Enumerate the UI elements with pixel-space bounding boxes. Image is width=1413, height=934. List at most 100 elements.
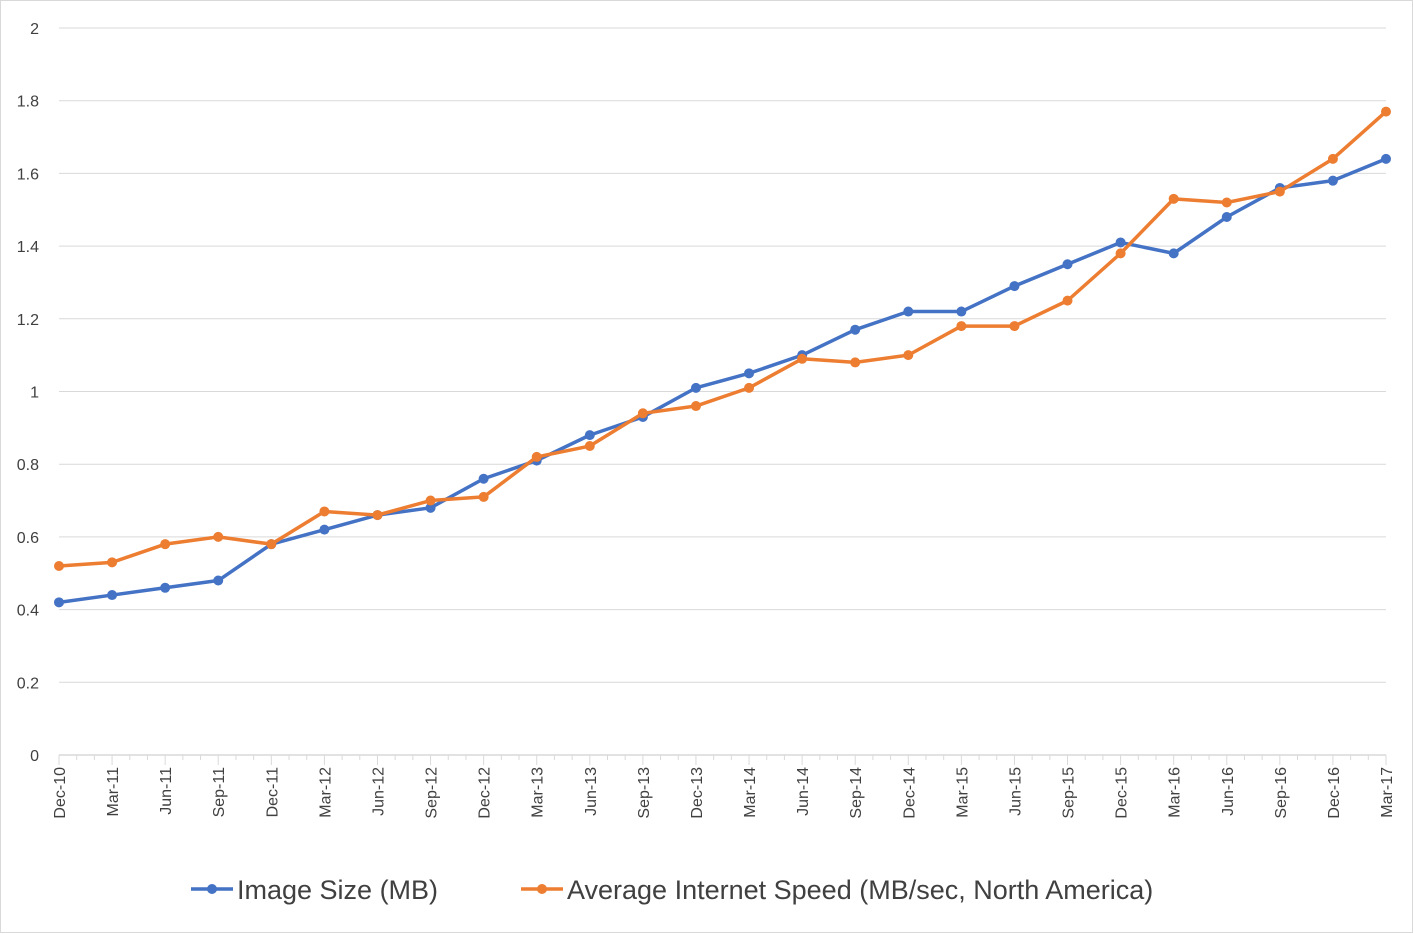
data-point: [319, 524, 330, 535]
y-tick-label: 0.8: [17, 457, 39, 474]
y-tick-label: 1.4: [17, 239, 39, 256]
data-point: [266, 539, 277, 550]
data-point: [850, 357, 861, 368]
x-tick-label: Mar-11: [105, 767, 122, 817]
series-2: [54, 106, 1391, 571]
data-point: [1274, 186, 1285, 197]
legend-swatch-marker: [537, 884, 547, 894]
gridlines: [59, 27, 1386, 683]
y-tick-label: 0.2: [17, 675, 39, 692]
x-axis-tick-labels: Dec-10 Mar-11 Jun-11 Sep-11 Dec-11 Mar-12 Jun-…: [52, 767, 1396, 819]
data-point: [1327, 175, 1338, 186]
y-tick-label: 1.6: [17, 166, 39, 183]
legend-label: Average Internet Speed (MB/sec, North Am…: [567, 875, 1153, 905]
x-axis: [58, 754, 1387, 765]
x-tick-label: Dec-15: [1114, 767, 1131, 819]
data-point: [1168, 248, 1179, 259]
data-point: [956, 321, 967, 332]
data-point: [1009, 281, 1020, 292]
x-tick-label: Jun-15: [1007, 767, 1024, 816]
data-point: [584, 441, 595, 452]
data-point: [1221, 212, 1232, 223]
y-tick-label: 0: [30, 748, 39, 765]
series-line: [57, 109, 1388, 568]
x-tick-label: Sep-13: [636, 767, 653, 819]
x-tick-label: Dec-13: [689, 767, 706, 819]
x-tick-label: Sep-16: [1273, 767, 1290, 819]
y-tick-label: 0.4: [17, 603, 39, 620]
y-tick-label: 1.8: [17, 94, 39, 111]
data-point: [54, 560, 64, 571]
x-tick-label: Mar-17: [1379, 767, 1396, 818]
x-tick-label: Dec-10: [52, 767, 69, 819]
data-point: [956, 306, 967, 317]
x-tick-label: Dec-14: [901, 767, 918, 819]
legend-item: Image Size (MB): [191, 875, 438, 905]
data-point: [1115, 248, 1126, 259]
data-point: [690, 382, 701, 393]
x-tick-label: Sep-14: [848, 767, 865, 819]
data-point: [1115, 237, 1126, 248]
series-1: [54, 153, 1391, 608]
x-tick-label: Mar-16: [1167, 767, 1184, 818]
x-tick-label: Mar-13: [530, 767, 547, 818]
data-point: [478, 491, 489, 502]
data-point: [531, 451, 542, 462]
data-point: [1168, 193, 1179, 204]
data-point: [584, 430, 595, 441]
legend-label: Image Size (MB): [237, 875, 438, 905]
x-tick-label: Mar-15: [954, 767, 971, 818]
x-tick-label: Mar-14: [742, 767, 759, 818]
legend-swatch-marker: [207, 884, 217, 894]
legend: Image Size (MB) Average Internet Speed (M…: [191, 875, 1153, 905]
data-point: [1381, 153, 1391, 164]
data-point: [107, 590, 118, 601]
x-tick-label: Jun-14: [795, 767, 812, 816]
data-point: [160, 539, 171, 550]
data-point: [903, 350, 914, 361]
data-point: [690, 401, 701, 412]
data-point: [107, 557, 118, 568]
data-point: [744, 368, 755, 379]
data-point: [54, 597, 64, 608]
data-point: [850, 324, 861, 335]
x-tick-label: Jun-16: [1220, 767, 1237, 816]
legend-item: Average Internet Speed (MB/sec, North Am…: [521, 875, 1153, 905]
x-tick-label: Sep-11: [211, 767, 228, 818]
x-tick-label: Dec-11: [264, 767, 281, 817]
y-axis-tick-labels: 0 0.2 0.4 0.6 0.8 1 1.2 1.4 1.6 1.8 2: [17, 21, 39, 765]
x-tick-label: Jun-12: [370, 767, 387, 816]
x-tick-label: Sep-12: [424, 767, 441, 819]
data-point: [478, 473, 489, 484]
data-point: [1381, 106, 1391, 117]
x-tick-label: Dec-12: [477, 767, 494, 819]
x-tick-label: Dec-16: [1326, 767, 1343, 819]
data-point: [1062, 295, 1073, 306]
data-point: [744, 382, 755, 393]
x-tick-label: Jun-13: [583, 767, 600, 816]
y-tick-label: 1: [30, 385, 39, 402]
data-point: [160, 582, 171, 593]
x-tick-label: Jun-11: [158, 767, 175, 815]
data-point: [213, 575, 224, 586]
series-line: [57, 157, 1388, 605]
data-point: [425, 502, 436, 513]
data-point: [425, 495, 436, 506]
x-tick-label: Sep-15: [1061, 767, 1078, 819]
y-tick-label: 0.6: [17, 530, 39, 547]
x-tick-label: Mar-12: [317, 767, 334, 818]
data-point: [903, 306, 914, 317]
data-point: [213, 531, 224, 542]
data-point: [637, 408, 648, 419]
data-point: [1221, 197, 1232, 208]
data-point: [1009, 321, 1020, 332]
data-point: [372, 510, 383, 521]
y-tick-label: 2: [30, 21, 39, 38]
data-point: [1062, 259, 1073, 270]
series-lines: [54, 106, 1391, 608]
y-tick-label: 1.2: [17, 312, 39, 329]
data-point: [1327, 153, 1338, 164]
data-point: [797, 353, 808, 364]
